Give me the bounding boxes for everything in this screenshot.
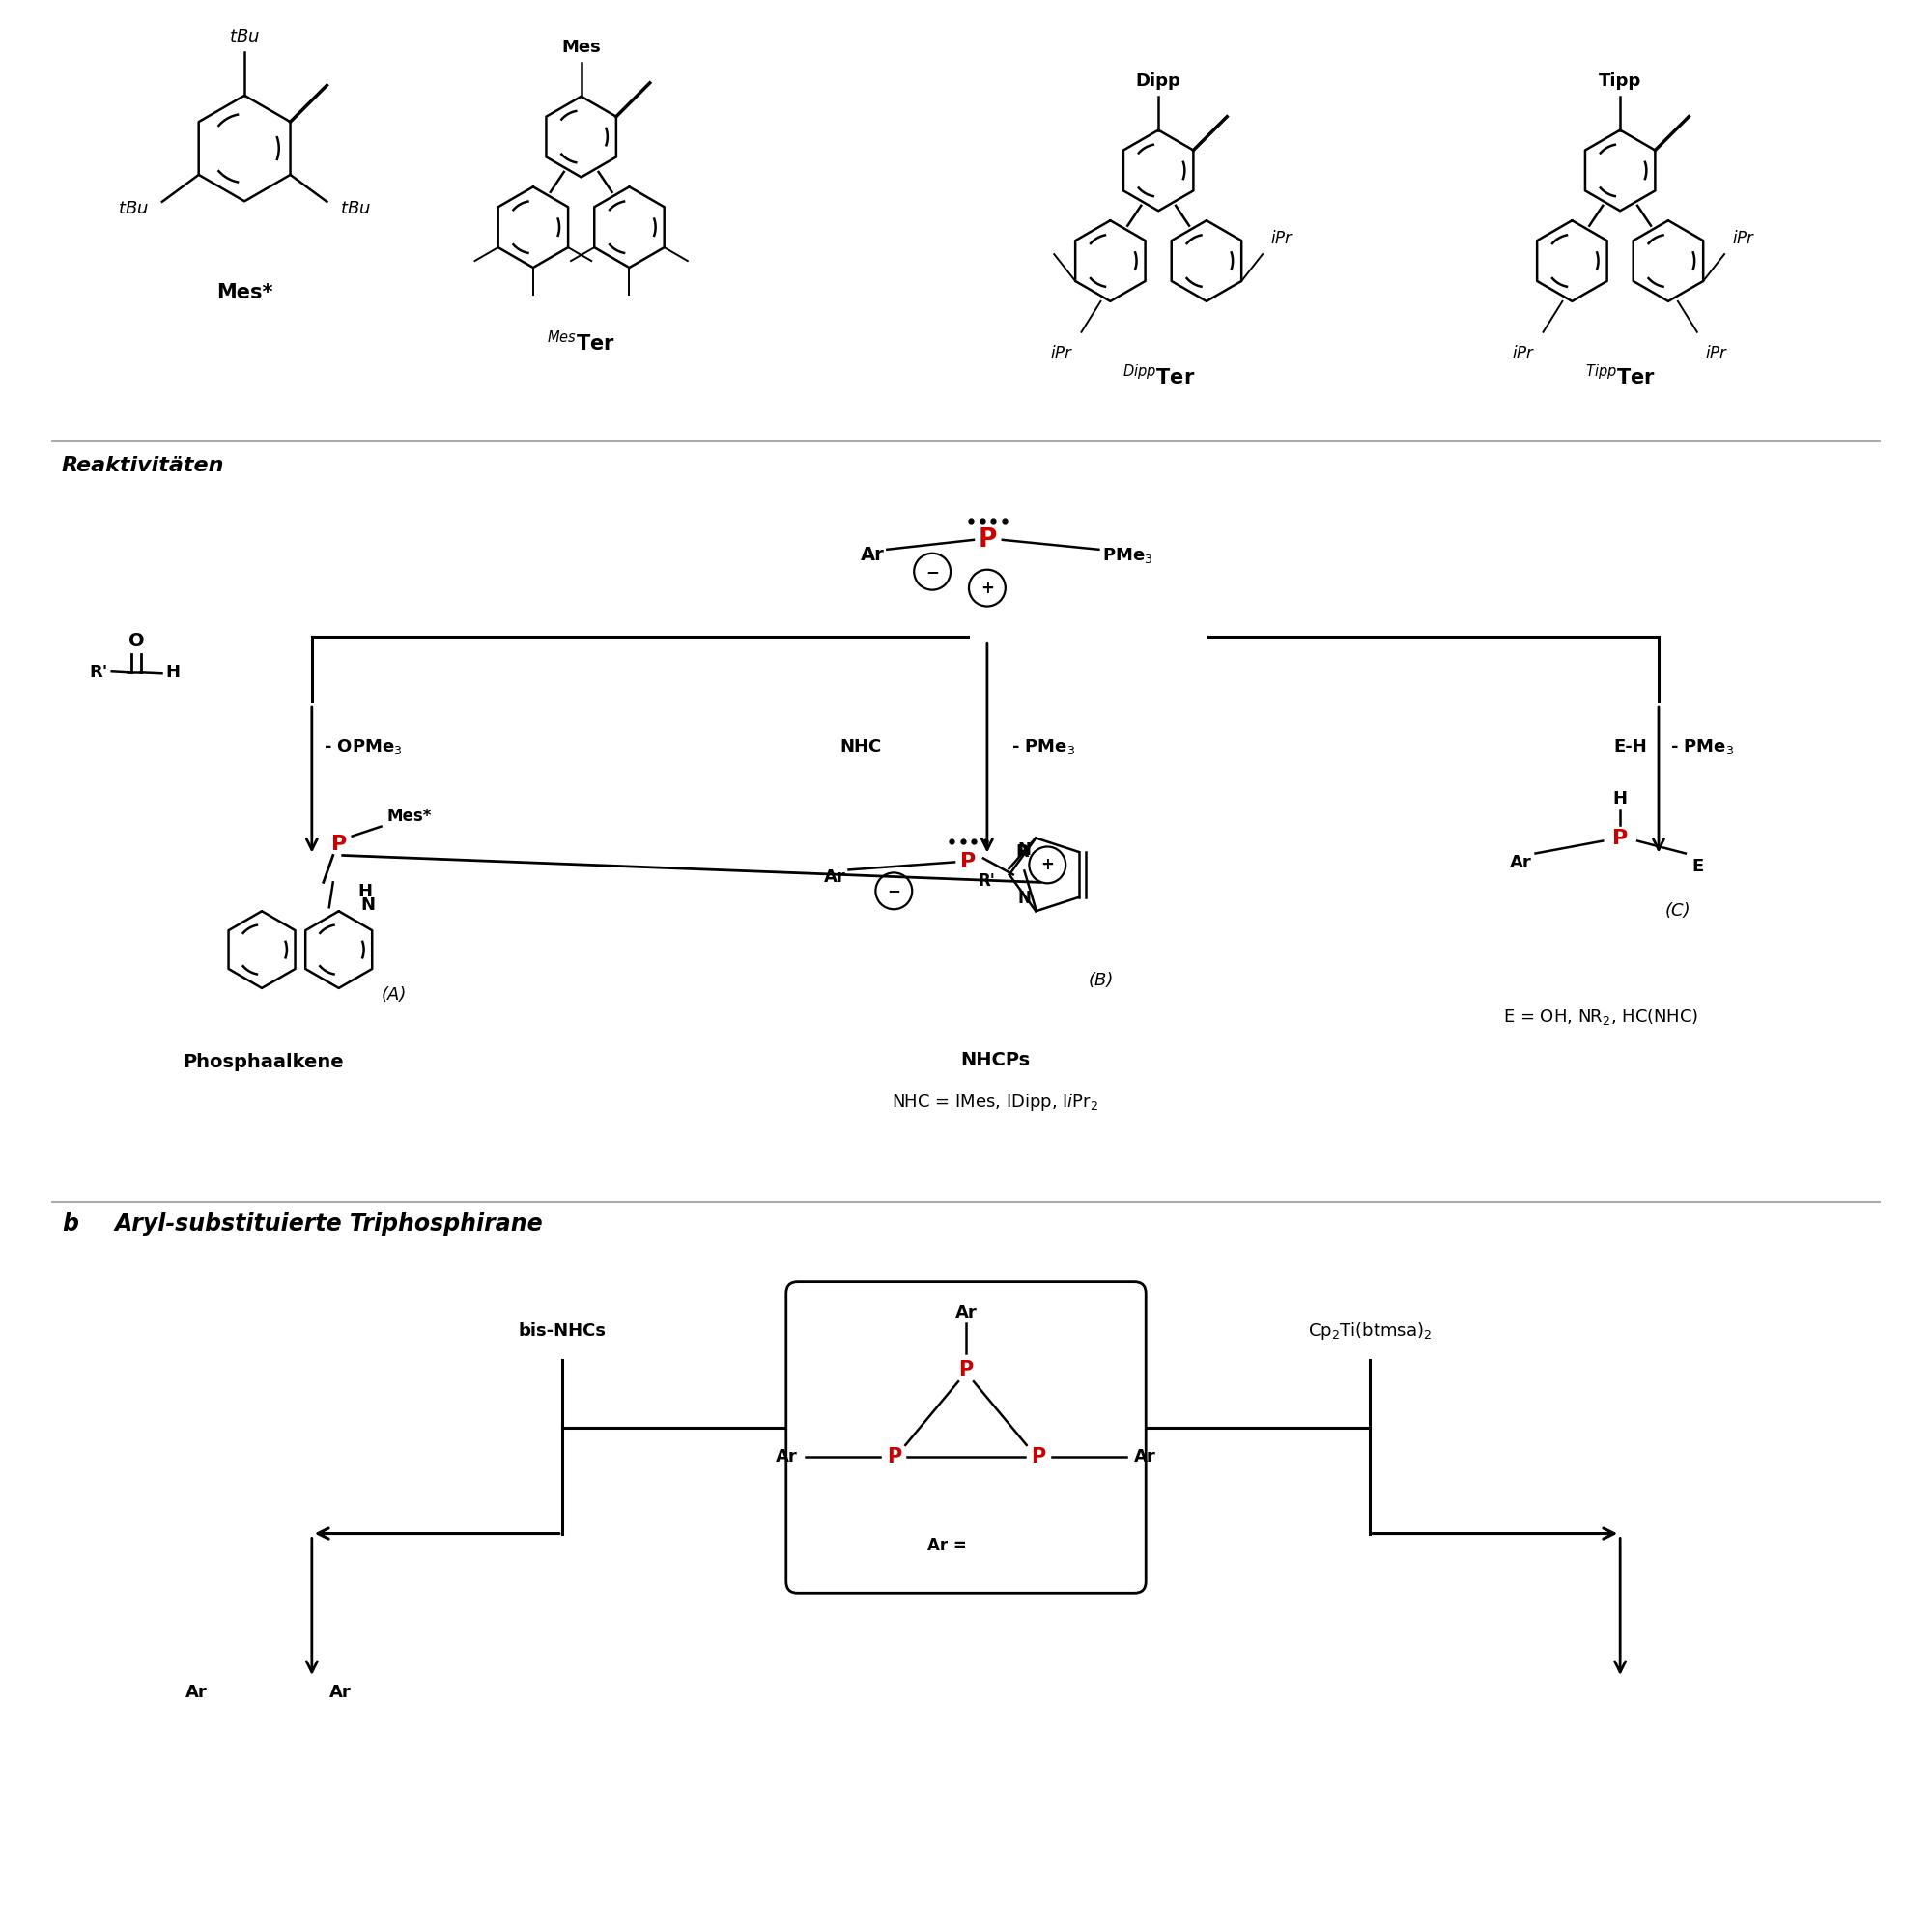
Text: $i$Pr: $i$Pr [1704,344,1729,361]
Text: P: P [978,527,997,553]
Text: Ar: Ar [330,1683,352,1700]
Text: H: H [1613,790,1627,808]
Text: $i$Pr: $i$Pr [1513,344,1536,361]
Text: $i$Pr: $i$Pr [1271,230,1294,247]
Text: $^{Dipp}$Ter: $^{Dipp}$Ter [1122,363,1194,388]
Text: NHC: NHC [840,738,881,755]
Text: Ar: Ar [775,1447,798,1464]
Text: $i$Pr: $i$Pr [1733,230,1756,247]
Text: N: N [1018,891,1032,908]
Text: Dipp: Dipp [1136,71,1180,89]
Text: - PMe$_3$: - PMe$_3$ [1010,736,1074,755]
Text: P: P [958,1360,974,1379]
Text: −: − [887,883,900,900]
Text: (B): (B) [1088,972,1113,989]
Text: E-H: E-H [1613,738,1648,755]
Text: +: + [980,580,993,597]
Text: P: P [1613,829,1629,848]
Text: Phosphaalkene: Phosphaalkene [184,1053,344,1072]
Text: O: O [129,632,145,651]
FancyBboxPatch shape [786,1281,1146,1594]
Text: Ar: Ar [1134,1447,1157,1464]
Text: Reaktivitäten: Reaktivitäten [62,456,224,475]
Text: Ar: Ar [185,1683,207,1700]
Text: b: b [62,1211,77,1235]
Text: R: R [1016,844,1030,862]
Text: Aryl-substituierte Triphosphirane: Aryl-substituierte Triphosphirane [114,1211,543,1235]
Text: P: P [960,852,976,871]
Text: P: P [887,1447,900,1466]
Text: N: N [361,896,375,914]
Text: −: − [925,562,939,580]
Text: Cp$_2$Ti(btmsa)$_2$: Cp$_2$Ti(btmsa)$_2$ [1308,1321,1432,1343]
Text: Tipp: Tipp [1600,71,1642,89]
Text: Mes*: Mes* [386,808,431,825]
Text: $i$Pr: $i$Pr [1051,344,1074,361]
Text: Ar: Ar [860,547,885,564]
Text: Ar: Ar [954,1304,978,1321]
Text: NHCPs: NHCPs [960,1051,1030,1070]
Text: $t$Bu: $t$Bu [340,199,371,216]
Text: (A): (A) [381,985,406,1003]
Text: E = OH, NR$_2$, HC(NHC): E = OH, NR$_2$, HC(NHC) [1503,1007,1698,1028]
Text: H: H [166,665,180,682]
Text: - OPMe$_3$: - OPMe$_3$ [323,736,402,755]
Text: E: E [1692,858,1704,875]
Text: Ar =: Ar = [927,1538,966,1555]
Text: $t$Bu: $t$Bu [118,199,149,216]
Text: $^{Tipp}$Ter: $^{Tipp}$Ter [1584,363,1656,388]
Text: $^{Mes}$Ter: $^{Mes}$Ter [547,330,616,354]
Text: (C): (C) [1665,902,1690,920]
Text: Ar: Ar [823,869,846,887]
Text: PMe$_3$: PMe$_3$ [1103,545,1153,564]
Text: $t$Bu: $t$Bu [230,27,261,44]
Text: +: + [1041,856,1055,873]
Text: R': R' [978,873,995,891]
Text: Mes*: Mes* [216,282,272,301]
Text: bis-NHCs: bis-NHCs [518,1323,607,1341]
Text: NHC = IMes, IDipp, I$i$Pr$_2$: NHC = IMes, IDipp, I$i$Pr$_2$ [891,1092,1097,1113]
Text: P: P [330,835,346,854]
Text: Ar: Ar [1509,854,1532,871]
Text: R': R' [89,665,108,682]
Text: H: H [357,883,373,900]
Text: Mes: Mes [562,39,601,56]
Text: N: N [1018,842,1032,860]
Text: - PMe$_3$: - PMe$_3$ [1669,736,1735,755]
Text: P: P [1032,1447,1045,1466]
